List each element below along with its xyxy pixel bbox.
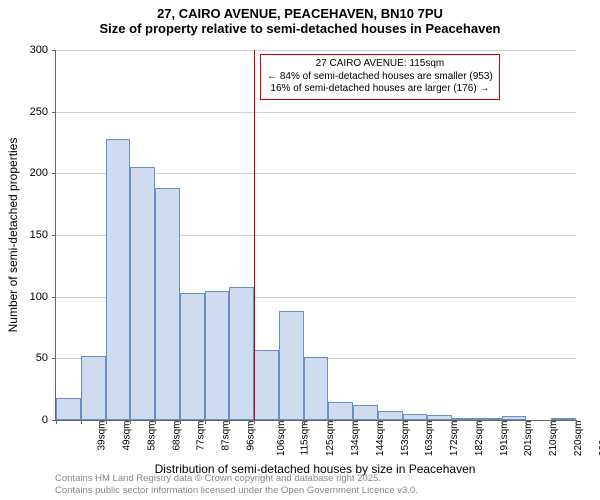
chart-subtitle: Size of property relative to semi-detach… [0, 21, 600, 36]
x-tick-label: 39sqm [97, 421, 108, 451]
title-block: 27, CAIRO AVENUE, PEACEHAVEN, BN10 7PU S… [0, 0, 600, 36]
x-tick-label: 191sqm [499, 421, 510, 457]
x-tick-label: 153sqm [400, 421, 411, 457]
y-tick-label: 50 [8, 352, 48, 364]
x-tick-label: 220sqm [573, 421, 584, 457]
y-tick-label: 300 [8, 44, 48, 56]
histogram-bar [81, 356, 106, 420]
x-tick-mark [576, 420, 577, 424]
x-tick-mark [130, 420, 131, 424]
x-tick-mark [328, 420, 329, 424]
histogram-bar [502, 416, 527, 420]
footer-line-1: Contains HM Land Registry data © Crown c… [55, 473, 418, 484]
annotation-line: 27 CAIRO AVENUE: 115sqm [267, 58, 493, 71]
x-tick-label: 172sqm [449, 421, 460, 457]
x-tick-mark [551, 420, 552, 424]
x-tick-label: 201sqm [523, 421, 534, 457]
x-tick-label: 210sqm [548, 421, 559, 457]
histogram-bar [180, 293, 205, 420]
x-tick-label: 125sqm [325, 421, 336, 457]
x-tick-label: 49sqm [122, 421, 133, 451]
chart-area: Number of semi-detached properties 05010… [55, 50, 575, 420]
histogram-bar [477, 418, 502, 420]
x-tick-mark [526, 420, 527, 424]
x-tick-mark [205, 420, 206, 424]
x-tick-label: 144sqm [375, 421, 386, 457]
x-tick-label: 68sqm [171, 421, 182, 451]
y-tick-mark [52, 358, 56, 359]
histogram-bar [328, 402, 353, 421]
grid-line [56, 50, 576, 51]
x-tick-mark [81, 420, 82, 424]
y-tick-label: 250 [8, 106, 48, 118]
histogram-bar [427, 415, 452, 420]
y-tick-label: 150 [8, 229, 48, 241]
footer-attribution: Contains HM Land Registry data © Crown c… [55, 473, 418, 496]
y-tick-label: 0 [8, 414, 48, 426]
x-tick-mark [403, 420, 404, 424]
x-tick-mark [477, 420, 478, 424]
y-tick-mark [52, 112, 56, 113]
marker-line [254, 50, 255, 420]
histogram-bar [378, 411, 403, 420]
histogram-bar [155, 188, 180, 420]
annotation-line: ← 84% of semi-detached houses are smalle… [267, 71, 493, 84]
x-tick-label: 134sqm [350, 421, 361, 457]
x-tick-mark [304, 420, 305, 424]
x-tick-mark [378, 420, 379, 424]
x-tick-mark [502, 420, 503, 424]
x-tick-mark [427, 420, 428, 424]
y-tick-mark [52, 173, 56, 174]
histogram-bar [353, 405, 378, 420]
x-tick-label: 96sqm [245, 421, 256, 451]
y-tick-mark [52, 297, 56, 298]
x-tick-label: 87sqm [221, 421, 232, 451]
y-tick-label: 200 [8, 167, 48, 179]
grid-line [56, 112, 576, 113]
footer-line-2: Contains public sector information licen… [55, 485, 418, 496]
x-tick-mark [56, 420, 57, 424]
x-tick-mark [229, 420, 230, 424]
histogram-bar [304, 357, 329, 420]
x-tick-label: 163sqm [424, 421, 435, 457]
annotation-box: 27 CAIRO AVENUE: 115sqm← 84% of semi-det… [260, 54, 500, 100]
x-tick-label: 77sqm [196, 421, 207, 451]
x-tick-mark [155, 420, 156, 424]
x-tick-mark [254, 420, 255, 424]
plot-region: 05010015020025030039sqm49sqm58sqm68sqm77… [55, 50, 576, 421]
histogram-bar [56, 398, 81, 420]
y-tick-mark [52, 235, 56, 236]
x-tick-label: 106sqm [276, 421, 287, 457]
x-tick-label: 182sqm [474, 421, 485, 457]
histogram-bar [229, 287, 254, 420]
histogram-bar [130, 167, 155, 420]
x-tick-mark [279, 420, 280, 424]
x-tick-mark [180, 420, 181, 424]
y-tick-label: 100 [8, 291, 48, 303]
x-tick-mark [353, 420, 354, 424]
histogram-bar [254, 350, 279, 420]
histogram-bar [403, 414, 428, 420]
y-tick-mark [52, 50, 56, 51]
x-tick-mark [106, 420, 107, 424]
histogram-bar [551, 418, 576, 420]
annotation-line: 16% of semi-detached houses are larger (… [267, 83, 493, 96]
x-tick-label: 115sqm [300, 421, 311, 456]
chart-title: 27, CAIRO AVENUE, PEACEHAVEN, BN10 7PU [0, 6, 600, 21]
histogram-bar [279, 311, 304, 420]
x-tick-label: 58sqm [146, 421, 157, 451]
histogram-bar [205, 291, 230, 421]
histogram-bar [106, 139, 131, 420]
x-tick-mark [452, 420, 453, 424]
histogram-bar [452, 418, 477, 420]
